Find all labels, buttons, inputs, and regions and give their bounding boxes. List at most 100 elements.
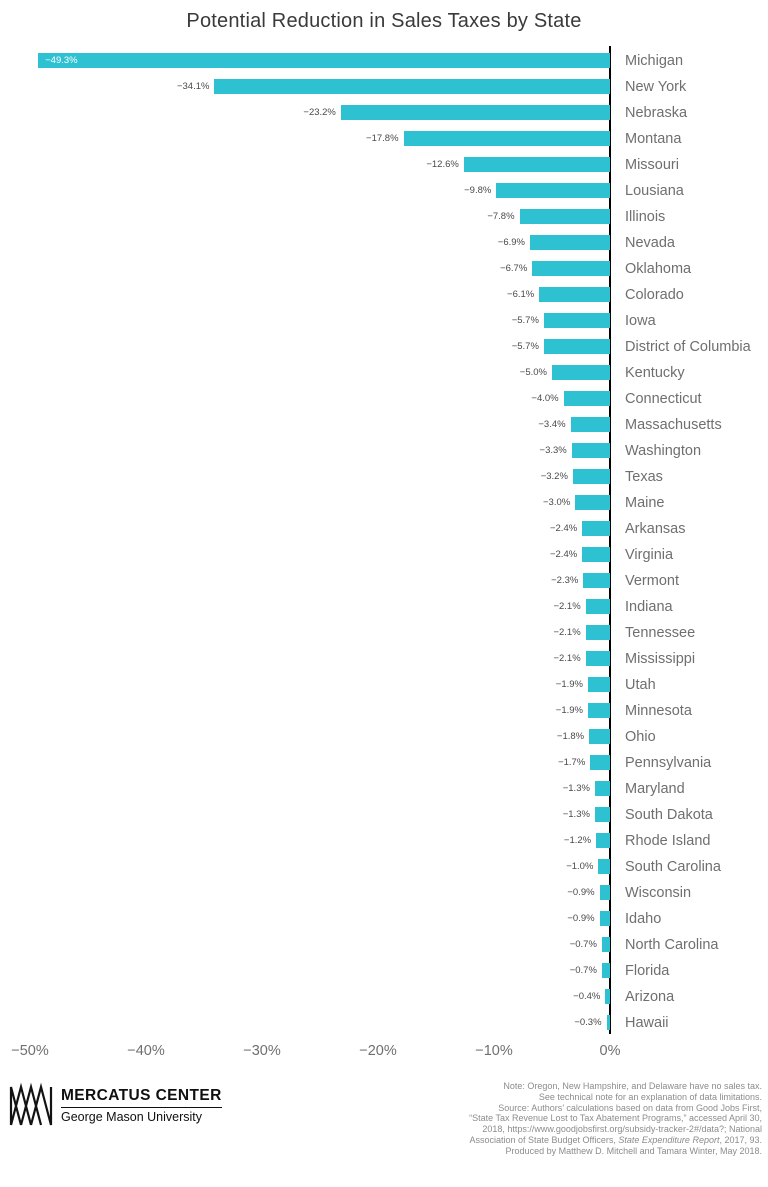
bar-value-label: −3.3%: [539, 445, 567, 456]
bar: [606, 1015, 610, 1030]
category-label: Kentucky: [625, 365, 685, 381]
bar: [563, 391, 610, 406]
bar-row: −9.8% Lousiana: [0, 178, 768, 204]
source-note-line: Association of State Budget Officers, St…: [469, 1134, 762, 1145]
category-label: Idaho: [625, 911, 662, 927]
bar-value-label: −5.0%: [519, 367, 547, 378]
bar: [214, 79, 610, 94]
bar: [572, 469, 610, 484]
bar-row: −3.3% Washington: [0, 438, 768, 464]
bar: [605, 989, 610, 1004]
bar-value-label: −0.9%: [567, 913, 595, 924]
bar-value-label: −0.3%: [574, 1017, 602, 1028]
bar-value-label: −2.1%: [553, 601, 581, 612]
bar: [340, 105, 610, 120]
bar-row: −0.7% North Carolina: [0, 932, 768, 958]
bar-row: −12.6% Missouri: [0, 152, 768, 178]
bar: [496, 183, 610, 198]
bar-row: −49.3% Michigan: [0, 48, 768, 74]
category-label: Hawaii: [625, 1015, 669, 1031]
bar-value-label: −0.7%: [569, 965, 597, 976]
logo-name: MERCATUS CENTER: [61, 1086, 222, 1104]
bar-value-label: −1.3%: [562, 783, 590, 794]
bar-row: −1.3% Maryland: [0, 776, 768, 802]
bar-row: −3.0% Maine: [0, 490, 768, 516]
bar-value-label: −6.1%: [507, 289, 535, 300]
bar: [589, 729, 610, 744]
bar-value-label: −1.2%: [563, 835, 592, 846]
bar-value-label: −1.8%: [556, 731, 585, 742]
bar: [585, 599, 610, 614]
logo-subtitle: George Mason University: [61, 1106, 222, 1124]
bar: [571, 443, 610, 458]
source-note-line: Source: Authors’ calculations based on d…: [498, 1102, 762, 1113]
category-label: Washington: [625, 443, 702, 459]
bar-row: −1.9% Minnesota: [0, 698, 768, 724]
bar: [596, 833, 610, 848]
x-tick-label: −40%: [127, 1043, 165, 1059]
mercatus-logo: MERCATUS CENTER George Mason University: [8, 1082, 222, 1128]
bar-value-label: −2.1%: [553, 627, 581, 638]
category-label: Iowa: [625, 313, 656, 329]
bar-row: −3.2% Texas: [0, 464, 768, 490]
x-tick-label: 0%: [599, 1043, 621, 1059]
logo-text-block: MERCATUS CENTER George Mason University: [61, 1087, 222, 1124]
bar-row: −5.7% Iowa: [0, 308, 768, 334]
bar-value-label: −0.7%: [569, 939, 597, 950]
bar-value-label: −17.8%: [366, 133, 399, 144]
bar-row: −6.7% Oklahoma: [0, 256, 768, 282]
bar-value-label: −2.4%: [549, 523, 578, 534]
bar-value-label: −1.9%: [555, 679, 583, 690]
chart-title: Potential Reduction in Sales Taxes by St…: [186, 10, 582, 32]
category-label: Utah: [625, 677, 656, 693]
bar: [594, 807, 610, 822]
category-label: Nevada: [625, 235, 675, 251]
bar: [543, 339, 610, 354]
zero-axis-line: [609, 46, 611, 1034]
bar-row: −17.8% Montana: [0, 126, 768, 152]
bar-row: −7.8% Illinois: [0, 204, 768, 230]
category-label: Arkansas: [625, 521, 686, 537]
category-label: Pennsylvania: [625, 755, 712, 771]
source-note-line: “State Tax Revenue Lost to Tax Abatement…: [469, 1113, 762, 1124]
bar: [582, 521, 610, 536]
bar: [583, 573, 610, 588]
category-label: South Dakota: [625, 807, 713, 823]
bar: [403, 131, 610, 146]
bar-row: −2.1% Mississippi: [0, 646, 768, 672]
bar-value-label: −6.9%: [497, 237, 525, 248]
bar-row: −0.9% Wisconsin: [0, 880, 768, 906]
bar: [463, 157, 610, 172]
bar-value-label: −1.0%: [566, 861, 594, 872]
category-label: Texas: [625, 469, 663, 485]
category-label: North Carolina: [625, 937, 719, 953]
source-note-line: 2018, https://www.goodjobsfirst.org/subs…: [482, 1124, 762, 1135]
bar: [590, 755, 610, 770]
bar: [585, 625, 610, 640]
bar: [587, 677, 610, 692]
category-label: Missouri: [625, 157, 679, 173]
bar-value-label: −5.7%: [511, 315, 539, 326]
bar-value-label: −2.3%: [551, 575, 579, 586]
category-label: Maine: [625, 495, 665, 511]
bar: [38, 53, 610, 68]
category-label: Ohio: [625, 729, 656, 745]
bar-row: −2.4% Arkansas: [0, 516, 768, 542]
bar: [582, 547, 610, 562]
bar: [519, 209, 610, 224]
category-label: South Carolina: [625, 859, 721, 875]
bar-row: −1.3% South Dakota: [0, 802, 768, 828]
bar-value-label: −3.2%: [540, 471, 568, 482]
bar-value-label: −23.2%: [303, 107, 336, 118]
bar-value-label: −1.7%: [558, 757, 586, 768]
bar-row: −1.8% Ohio: [0, 724, 768, 750]
bar-row: −0.7% Florida: [0, 958, 768, 984]
bar: [529, 235, 610, 250]
bar-row: −5.0% Kentucky: [0, 360, 768, 386]
bar-value-label: −12.6%: [426, 159, 459, 170]
bar-value-label: −2.4%: [549, 549, 578, 560]
bar-row: −5.7% District of Columbia: [0, 334, 768, 360]
category-label: Maryland: [625, 781, 685, 797]
bar-value-label: −1.9%: [555, 705, 583, 716]
category-label: New York: [625, 79, 687, 95]
